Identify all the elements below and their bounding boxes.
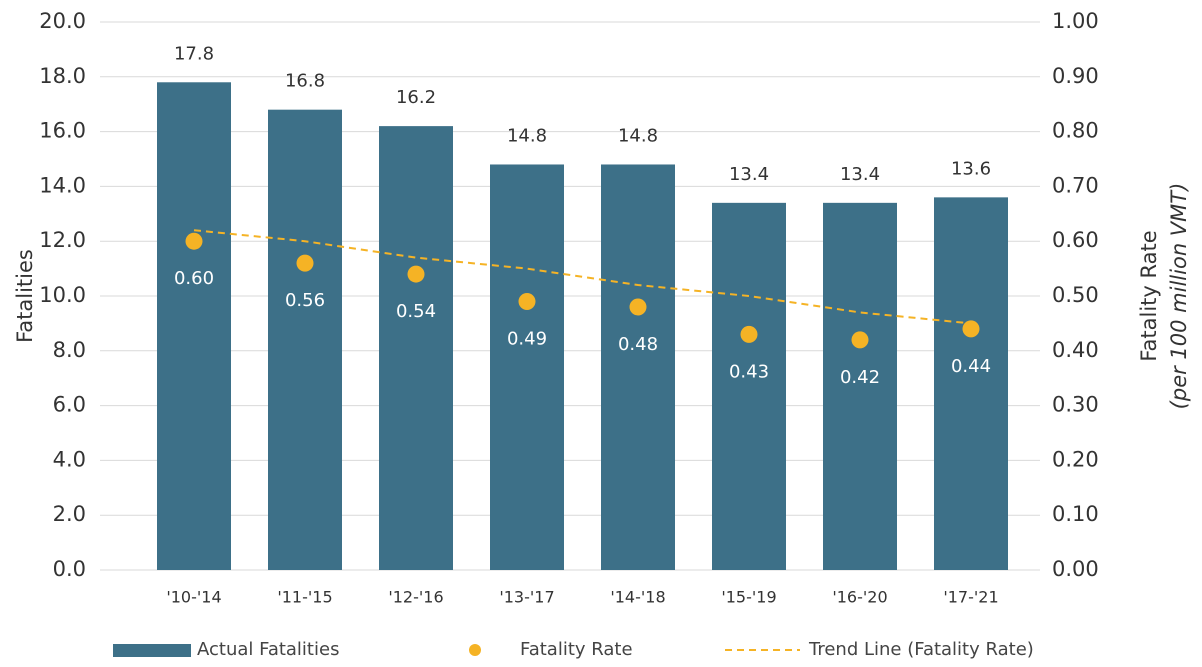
bar [379,126,453,571]
y-tick-label: 6.0 [53,393,86,417]
y-tick-label: 16.0 [39,119,86,143]
bar [601,164,675,571]
bar-value-label: 14.8 [618,125,658,146]
bar [268,109,342,571]
y-tick-label: 8.0 [53,338,86,362]
x-tick-label: '16-'20 [832,588,887,607]
y2-tick-label: 0.50 [1052,283,1099,307]
y2-axis-note: (per 100 million VMT) [1167,183,1191,410]
y2-tick-label: 0.80 [1052,119,1099,143]
rate-value-label: 0.54 [396,301,436,322]
y2-tick-label: 0.10 [1052,502,1099,526]
rate-point [851,331,869,349]
y2-tick-label: 0.00 [1052,557,1099,581]
rate-value-label: 0.44 [951,356,991,377]
bar-value-label: 13.4 [729,164,769,185]
legend-swatch [469,644,481,656]
y-tick-label: 18.0 [39,64,86,88]
legend-label: Fatality Rate [520,639,633,660]
y-axis-title: Fatalities [13,249,37,343]
rate-value-label: 0.49 [507,328,547,349]
x-tick-label: '10-'14 [166,588,221,607]
rate-value-label: 0.43 [729,361,769,382]
bar-value-label: 13.4 [840,164,880,185]
legend-swatch [113,644,191,657]
bar [157,82,231,570]
x-tick-label: '13-'17 [499,588,554,607]
bar [490,164,564,571]
y2-tick-label: 0.60 [1052,228,1099,252]
y2-tick-label: 0.70 [1052,173,1099,197]
bar-value-label: 17.8 [174,43,214,64]
x-tick-label: '15-'19 [721,588,776,607]
y-tick-label: 0.0 [53,557,86,581]
bar [934,197,1008,571]
legend-label: Trend Line (Fatality Rate) [808,639,1034,660]
rate-point [407,265,425,283]
bar-value-label: 16.2 [396,87,436,108]
y-tick-label: 12.0 [39,228,86,252]
rate-point [185,232,203,250]
x-tick-label: '11-'15 [277,588,332,607]
bar [712,202,786,570]
rate-value-label: 0.60 [174,268,214,289]
bar-value-label: 16.8 [285,71,325,92]
rate-point [962,320,980,338]
bar-value-label: 13.6 [951,158,991,179]
rate-point [518,292,536,310]
y2-tick-label: 0.40 [1052,338,1099,362]
rate-point [629,298,647,316]
y-tick-label: 2.0 [53,502,86,526]
trend-line [193,229,972,325]
y-tick-label: 14.0 [39,173,86,197]
y2-tick-label: 1.00 [1052,9,1099,33]
x-tick-label: '14-'18 [610,588,665,607]
rate-point [296,254,314,272]
rate-point [740,325,758,343]
rate-value-label: 0.42 [840,367,880,388]
bar-value-label: 14.8 [507,125,547,146]
y2-tick-label: 0.30 [1052,393,1099,417]
y2-axis-title: Fatality Rate [1137,230,1161,361]
y-tick-label: 4.0 [53,447,86,471]
x-tick-label: '12-'16 [388,588,443,607]
rate-value-label: 0.48 [618,334,658,355]
bar [823,202,897,570]
y2-tick-label: 0.20 [1052,447,1099,471]
legend-label: Actual Fatalities [197,639,339,660]
rate-value-label: 0.56 [285,290,325,311]
y-tick-label: 20.0 [39,9,86,33]
y2-tick-label: 0.90 [1052,64,1099,88]
x-tick-label: '17-'21 [943,588,998,607]
y-tick-label: 10.0 [39,283,86,307]
